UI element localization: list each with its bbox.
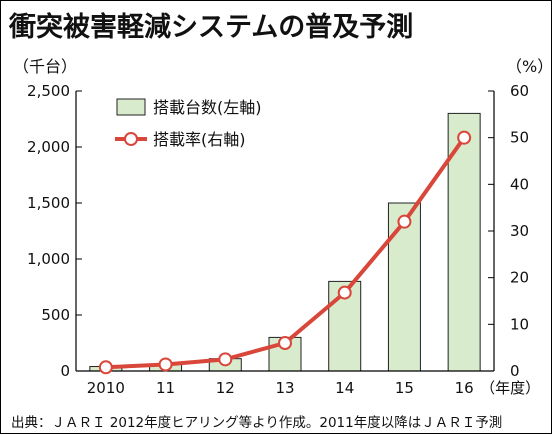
chart-title: 衝突被害軽減システムの普及予測 [9,12,414,43]
x-tick-label: 16 [455,379,474,397]
right-tick-label: 20 [510,269,529,287]
left-tick-label: 2,000 [27,138,70,156]
right-tick-label: 60 [510,82,529,100]
x-tick-label: 12 [216,379,235,397]
right-tick-label: 0 [510,362,520,380]
legend-bar-label: 搭載台数(左軸) [153,98,262,117]
left-tick-label: 500 [41,306,70,324]
source-note: 出典：ＪＡＲＩ 2012年度ヒアリング等より作成。2011年度以降はＪＡＲＩ予測 [11,415,503,431]
rate-point-12 [218,352,233,367]
rate-point-14 [337,285,352,300]
legend-bar-swatch [116,98,146,116]
x-tick-label: 13 [275,379,294,397]
x-tick-label: 14 [335,379,354,397]
x-tick-label: 11 [156,379,175,397]
legend-line-marker [124,132,138,146]
rate-point-2010 [98,360,113,375]
right-tick-label: 10 [510,315,529,333]
left-tick-label: 1,500 [27,194,70,212]
right-tick-label: 40 [510,175,529,193]
x-tick-label: 2010 [87,379,125,397]
left-tick-label: 1,000 [27,250,70,268]
left-tick-label: 2,500 [27,82,70,100]
x-axis-suffix: （年度） [480,379,540,397]
bar-16 [447,112,481,372]
legend-line-label: 搭載率(右軸) [153,130,246,149]
rate-point-15 [397,214,412,229]
right-tick-label: 30 [510,222,529,240]
right-tick-label: 50 [510,129,529,147]
right-axis-unit: （%） [506,57,552,76]
left-axis-unit: （千台） [13,57,78,76]
x-tick-label: 15 [395,379,414,397]
left-tick-label: 0 [60,362,70,380]
rate-point-11 [158,357,173,372]
bar-15 [387,202,421,372]
rate-point-13 [278,336,292,350]
rate-point-16 [457,130,472,145]
